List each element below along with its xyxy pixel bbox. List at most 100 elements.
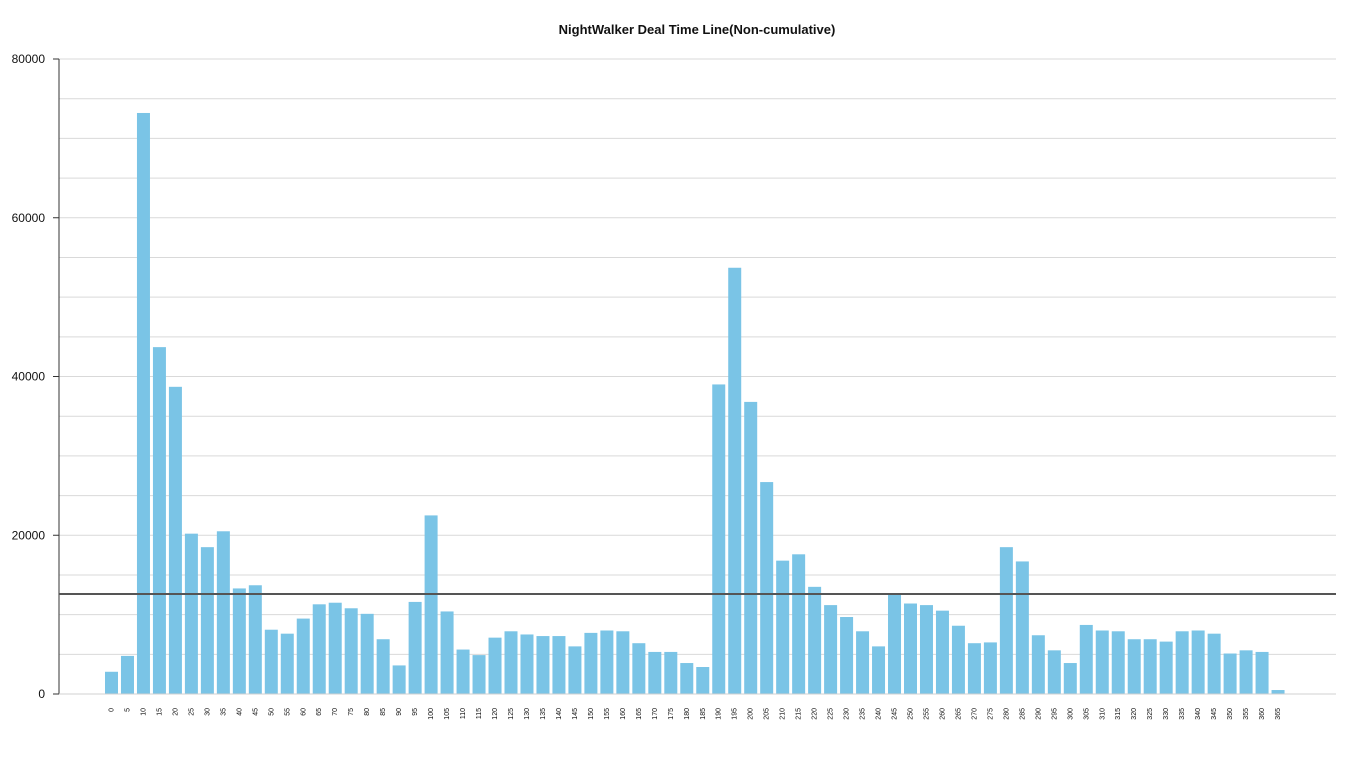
bar (616, 631, 630, 694)
bar (456, 649, 470, 694)
x-tick-label: 195 (732, 708, 739, 720)
bar (280, 633, 294, 694)
x-tick-label: 45 (252, 708, 259, 716)
x-tick-label: 35 (220, 708, 227, 716)
x-tick-label: 210 (780, 708, 787, 720)
x-tick-label: 330 (1163, 708, 1170, 720)
x-tick-label: 55 (284, 708, 291, 716)
x-tick-label: 325 (1147, 708, 1154, 720)
x-tick-label: 125 (508, 708, 515, 720)
x-tick-label: 10 (140, 708, 147, 716)
bar (744, 401, 758, 694)
x-tick-label: 300 (1067, 708, 1074, 720)
x-tick-label: 280 (1003, 708, 1010, 720)
x-tick-label: 105 (444, 708, 451, 720)
x-tick-label: 65 (316, 708, 323, 716)
bar (967, 643, 981, 694)
bar (600, 630, 614, 694)
x-tick-label: 320 (1131, 708, 1138, 720)
x-tick-label: 270 (971, 708, 978, 720)
bar (696, 667, 710, 694)
bar (424, 515, 438, 694)
bar (1191, 630, 1205, 694)
bar (472, 655, 486, 694)
y-tick-label: 40000 (12, 370, 46, 384)
bar (856, 631, 870, 694)
bar (376, 639, 390, 694)
bar (584, 632, 598, 694)
x-tick-label: 140 (556, 708, 563, 720)
chart-title: NightWalker Deal Time Line(Non-cumulativ… (558, 22, 836, 37)
bar (1143, 639, 1157, 694)
x-tick-label: 215 (796, 708, 803, 720)
x-tick-label: 225 (828, 708, 835, 720)
y-tick-labels: 0 20000 40000 60000 80000 (12, 52, 46, 701)
x-tick-label: 360 (1259, 708, 1266, 720)
bar (488, 637, 502, 694)
bar (1223, 653, 1237, 694)
bar (184, 533, 198, 694)
x-tick-label: 40 (236, 708, 243, 716)
x-tick-label: 345 (1211, 708, 1218, 720)
x-tick-label: 170 (652, 708, 659, 720)
x-tick-label: 305 (1083, 708, 1090, 720)
x-tick-label: 50 (268, 708, 275, 716)
x-tick-label: 110 (460, 708, 467, 719)
bar (632, 643, 646, 694)
x-tick-label: 70 (332, 708, 339, 716)
bars (105, 112, 1285, 695)
bar (1255, 651, 1269, 694)
x-tick-label: 365 (1275, 708, 1282, 720)
bar (1079, 624, 1093, 694)
x-tick-label: 230 (844, 708, 851, 720)
bar (1159, 641, 1173, 694)
bar (1095, 630, 1109, 694)
x-tick-label: 245 (892, 708, 899, 720)
x-tick-label: 165 (636, 708, 643, 720)
x-tick-label: 0 (109, 708, 116, 712)
x-tick-label: 150 (588, 708, 595, 720)
x-tick-label: 220 (812, 708, 819, 720)
x-tick-label: 90 (396, 708, 403, 716)
bar (248, 585, 262, 694)
x-tick-label: 120 (492, 708, 499, 720)
x-tick-label: 95 (412, 708, 419, 716)
bar (105, 671, 118, 694)
x-tick-labels: 0 5 10 15 20 25 30 35 40 45 50 55 60 65 70 75 80 85 90 95 10… (109, 708, 1283, 720)
x-tick-label: 250 (908, 708, 915, 720)
x-tick-label: 190 (716, 708, 723, 720)
x-tick-label: 160 (620, 708, 627, 720)
y-tick-label: 60000 (12, 211, 46, 225)
bar (568, 646, 582, 695)
x-tick-label: 255 (923, 708, 930, 720)
x-tick-label: 5 (124, 708, 131, 712)
y-tick-label: 0 (38, 687, 45, 701)
bar (792, 554, 806, 694)
bar (888, 594, 902, 694)
bar (520, 634, 534, 694)
x-tick-label: 135 (540, 708, 547, 720)
bar (1031, 635, 1045, 694)
x-tick-label: 200 (748, 708, 755, 720)
x-tick-label: 285 (1019, 708, 1026, 720)
x-tick-label: 275 (987, 708, 994, 720)
grid-lines (59, 58, 1336, 655)
bar (680, 663, 694, 694)
x-tick-label: 315 (1115, 708, 1122, 720)
bar (760, 482, 774, 694)
bar (360, 613, 374, 694)
x-tick-label: 355 (1243, 708, 1250, 720)
y-tick-label: 80000 (12, 52, 46, 66)
bar (216, 531, 230, 694)
x-tick-label: 340 (1195, 708, 1202, 720)
bar (840, 617, 854, 694)
y-tick-label: 20000 (12, 528, 46, 542)
x-tick-label: 310 (1099, 708, 1106, 720)
bar (536, 636, 550, 694)
bar (808, 586, 822, 694)
bar (440, 611, 454, 694)
bar (1175, 631, 1189, 694)
x-tick-label: 20 (172, 708, 179, 716)
